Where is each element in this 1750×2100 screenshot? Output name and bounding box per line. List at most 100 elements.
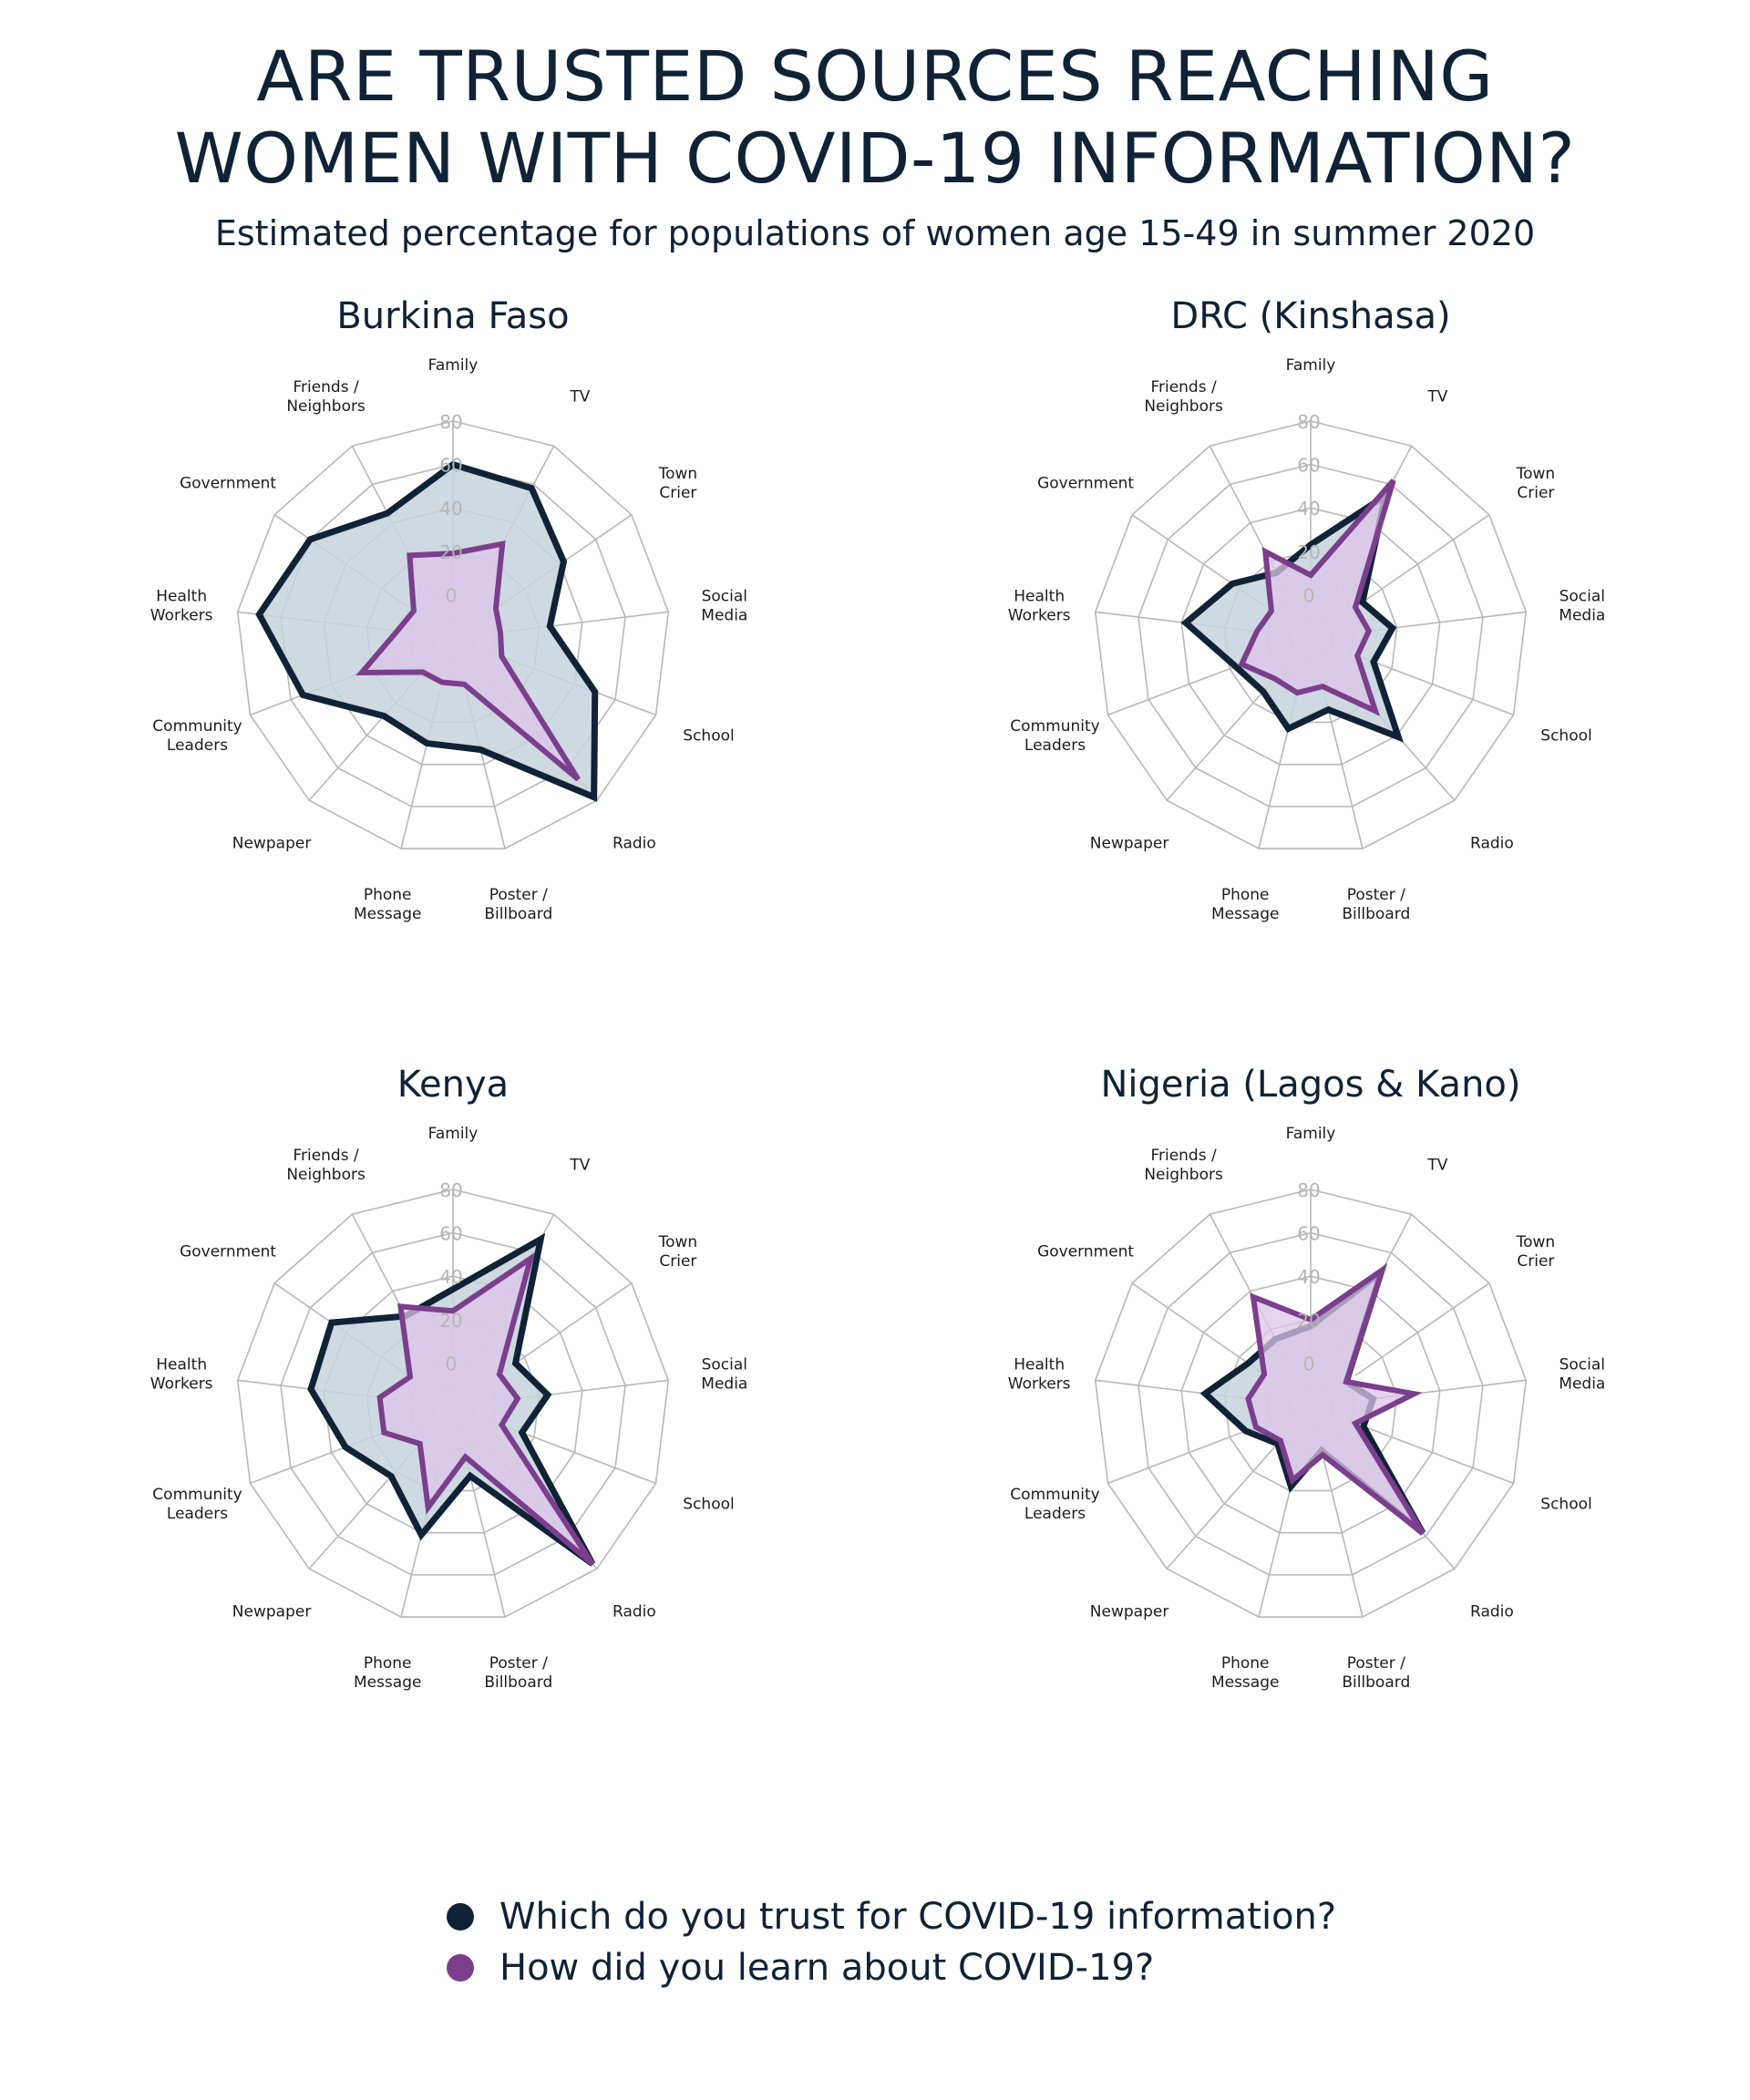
tick-label: 60 <box>1297 455 1320 477</box>
legend-trust-label: Which do you trust for COVID-19 informat… <box>499 1896 1337 1938</box>
category-label: Friends / Neighbors <box>1144 378 1223 416</box>
category-label: Poster / Billboard <box>484 1654 552 1692</box>
legend-trust-marker <box>447 1903 474 1930</box>
grid-ring <box>1138 1231 1484 1576</box>
category-label: Social Media <box>701 587 747 624</box>
category-label: Radio <box>1470 1603 1514 1621</box>
grid-spoke <box>1361 656 1514 716</box>
category-label: Family <box>1286 356 1336 375</box>
tick-label: 80 <box>439 1179 462 1201</box>
category-label: Poster / Billboard <box>1342 886 1410 923</box>
category-label: Health Workers <box>150 1355 213 1393</box>
category-label: Poster / Billboard <box>1342 1654 1410 1692</box>
grid-spoke <box>1354 514 1490 608</box>
category-label: Health Workers <box>1008 587 1071 624</box>
grid-ring <box>1180 507 1441 766</box>
chart-title: DRC (Kinshasa) <box>1170 295 1450 337</box>
category-label: Town Crier <box>1516 1233 1556 1271</box>
tick-label: 80 <box>1297 411 1320 433</box>
category-label: Newpaper <box>232 1603 312 1621</box>
category-label: School <box>1540 726 1591 745</box>
category-label: TV <box>569 387 590 406</box>
category-label: TV <box>1426 387 1447 406</box>
series-learn-polygon <box>1238 479 1396 716</box>
category-label: Government <box>180 475 276 493</box>
category-label: Community Leaders <box>1010 717 1099 755</box>
grid-ring <box>1223 1318 1398 1492</box>
page-subtitle: Estimated percentage for populations of … <box>214 213 1536 253</box>
grid-ring <box>1180 1275 1441 1534</box>
tick-label: 20 <box>439 541 462 563</box>
category-label: School <box>1540 1495 1591 1513</box>
grid-spoke <box>503 1425 656 1485</box>
category-label: TV <box>1426 1156 1447 1174</box>
tick-label: 60 <box>439 455 462 477</box>
category-label: Social Media <box>1559 1355 1605 1393</box>
category-label: Phone Message <box>354 1654 422 1692</box>
tick-label: 0 <box>446 1353 458 1374</box>
category-label: Government <box>1037 475 1134 493</box>
category-label: Family <box>428 1125 479 1143</box>
chart-title: Nigeria (Lagos & Kano) <box>1100 1064 1520 1106</box>
tick-label: 80 <box>439 411 462 433</box>
category-label: School <box>683 1495 734 1513</box>
grid-ring <box>1138 463 1484 808</box>
category-label: TV <box>569 1156 590 1174</box>
chart-title: Burkina Faso <box>336 295 569 337</box>
category-label: Phone Message <box>1211 1654 1280 1692</box>
grid-spoke <box>1107 1425 1261 1485</box>
grid-spoke <box>1354 1282 1490 1376</box>
category-label: Community Leaders <box>152 717 242 755</box>
tick-label: 60 <box>1297 1223 1320 1245</box>
grid-ring <box>1094 1189 1528 1618</box>
category-label: Health Workers <box>1008 1355 1071 1393</box>
legend-learn-label: How did you learn about COVID-19? <box>499 1947 1155 1989</box>
page-title-line-1: ARE TRUSTED SOURCES REACHING <box>256 36 1494 117</box>
page-title-line-2: WOMEN WITH COVID-19 INFORMATION? <box>174 118 1576 199</box>
tick-label: 20 <box>439 1310 462 1332</box>
tick-label: 40 <box>1297 498 1320 520</box>
grid-spoke <box>1166 678 1276 801</box>
category-label: Poster / Billboard <box>484 886 552 923</box>
category-label: Town Crier <box>658 1233 698 1271</box>
category-label: Friends / Neighbors <box>286 378 365 416</box>
category-label: School <box>683 726 734 745</box>
tick-label: 0 <box>1303 1353 1315 1374</box>
tick-label: 40 <box>439 498 462 520</box>
category-label: Phone Message <box>1211 886 1280 923</box>
grid-spoke <box>1131 1282 1267 1376</box>
grid-spoke <box>465 1458 506 1618</box>
category-label: Community Leaders <box>1010 1486 1099 1523</box>
category-label: Newpaper <box>232 835 312 853</box>
category-label: Government <box>180 1243 276 1261</box>
category-label: Town Crier <box>1516 465 1556 502</box>
grid-spoke <box>1166 1446 1276 1570</box>
grid-ring <box>1094 420 1528 849</box>
category-label: Family <box>1286 1125 1336 1143</box>
category-label: Friends / Neighbors <box>286 1147 365 1184</box>
chart-title: Kenya <box>397 1064 509 1106</box>
tick-label: 60 <box>439 1223 462 1245</box>
category-label: Radio <box>612 1603 656 1621</box>
tick-label: 0 <box>1303 584 1315 606</box>
radar-chart-0: Burkina Faso 0 20 40 60 80 Family TV Town Crier So… <box>150 295 748 923</box>
radar-chart-2: Kenya 0 20 40 60 80 Family TV Town Crier Social Med… <box>150 1064 748 1692</box>
category-label: Newpaper <box>1090 1603 1169 1621</box>
category-label: Phone Message <box>354 886 422 923</box>
category-label: Social Media <box>1559 587 1605 624</box>
series-learn-polygon <box>1245 1262 1426 1536</box>
category-label: Newpaper <box>1090 835 1169 853</box>
grid-ring <box>236 420 670 849</box>
radar-chart-1: DRC (Kinshasa) 0 20 40 60 80 Family TV Town Crier… <box>1008 295 1606 923</box>
grid-spoke <box>497 1282 633 1376</box>
category-label: Government <box>1037 1243 1134 1261</box>
category-label: Friends / Neighbors <box>1144 1147 1223 1184</box>
grid-spoke <box>1323 1458 1364 1618</box>
tick-label: 20 <box>1297 1310 1320 1332</box>
category-label: Radio <box>612 835 656 853</box>
category-label: Social Media <box>701 1355 747 1393</box>
tick-label: 40 <box>1297 1266 1320 1288</box>
series-learn-polygon <box>376 1251 595 1567</box>
category-label: Town Crier <box>658 465 698 502</box>
